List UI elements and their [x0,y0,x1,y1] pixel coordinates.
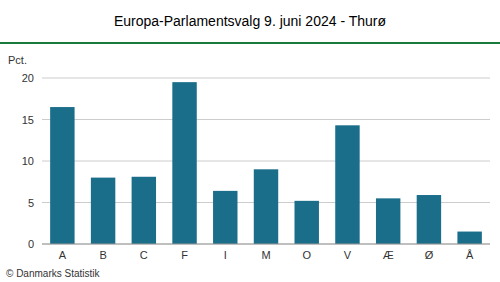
title: Europa-Parlamentsvalg 9. juni 2024 - Thu… [114,13,387,29]
bar [254,169,278,244]
x-tick-label: M [261,249,270,261]
background [0,0,500,282]
grid-line [42,119,490,120]
bar [172,82,196,244]
x-tick-label: C [140,249,148,261]
bar [50,107,74,244]
bar [376,198,400,244]
x-tick-label: V [344,249,352,261]
y-tick-label: 5 [28,197,34,209]
x-tick-label: Æ [383,249,394,261]
chart-container: Europa-Parlamentsvalg 9. juni 2024 - Thu… [0,0,500,282]
chart: Europa-Parlamentsvalg 9. juni 2024 - Thu… [0,0,500,282]
y-axis-label: Pct. [8,54,27,66]
x-tick-label: Å [466,249,474,261]
bar [213,191,237,244]
y-tick-label: 15 [22,114,34,126]
bar [417,195,441,244]
grid-line [42,161,490,162]
footer: © Danmarks Statistik [6,268,101,279]
x-axis: ABCFIMOVÆØÅ [59,249,474,261]
bar [295,201,319,244]
x-tick-label: I [224,249,227,261]
y-tick-label: 20 [22,72,34,84]
grid-line [42,78,490,79]
title-rule [0,42,500,44]
x-tick-label: Ø [425,249,434,261]
y-tick-label: 0 [28,238,34,250]
x-tick-label: O [302,249,311,261]
y-tick-label: 10 [22,155,34,167]
bar [335,125,359,244]
x-axis-line [42,244,490,245]
bars [50,82,482,244]
bar [132,177,156,244]
x-tick-label: B [99,249,106,261]
grid-line [42,244,490,245]
x-tick-label: F [181,249,188,261]
bar [91,178,115,244]
bar [457,232,481,244]
x-tick-label: A [59,249,67,261]
y-axis: 0 5 10 15 20 [22,72,490,250]
